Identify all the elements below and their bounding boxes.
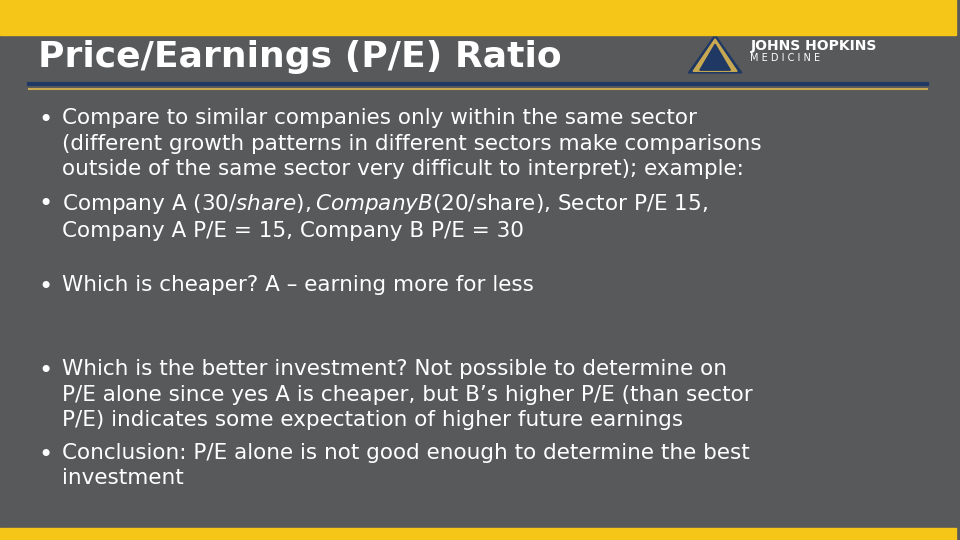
Text: Which is the better investment? Not possible to determine on
P/E alone since yes: Which is the better investment? Not poss… xyxy=(62,359,753,430)
Text: Price/Earnings (P/E) Ratio: Price/Earnings (P/E) Ratio xyxy=(38,40,562,73)
Text: •: • xyxy=(38,359,53,383)
Text: Compare to similar companies only within the same sector
(different growth patte: Compare to similar companies only within… xyxy=(62,108,762,179)
Text: M E D I C I N E: M E D I C I N E xyxy=(751,53,821,63)
Text: Conclusion: P/E alone is not good enough to determine the best
investment: Conclusion: P/E alone is not good enough… xyxy=(62,443,750,488)
Text: •: • xyxy=(38,108,53,132)
Text: Which is cheaper? A – earning more for less: Which is cheaper? A – earning more for l… xyxy=(62,275,534,295)
Text: Company A ($30/share), Company B ($20/share), Sector P/E 15,
Company A P/E = 15,: Company A ($30/share), Company B ($20/sh… xyxy=(62,192,708,241)
Bar xyxy=(0,528,956,540)
Polygon shape xyxy=(700,44,731,70)
Text: JOHNS HOPKINS: JOHNS HOPKINS xyxy=(751,39,876,53)
Polygon shape xyxy=(693,39,737,71)
Text: •: • xyxy=(38,192,53,215)
Text: •: • xyxy=(38,275,53,299)
Polygon shape xyxy=(688,35,742,73)
Text: •: • xyxy=(38,443,53,467)
Bar xyxy=(0,0,956,35)
